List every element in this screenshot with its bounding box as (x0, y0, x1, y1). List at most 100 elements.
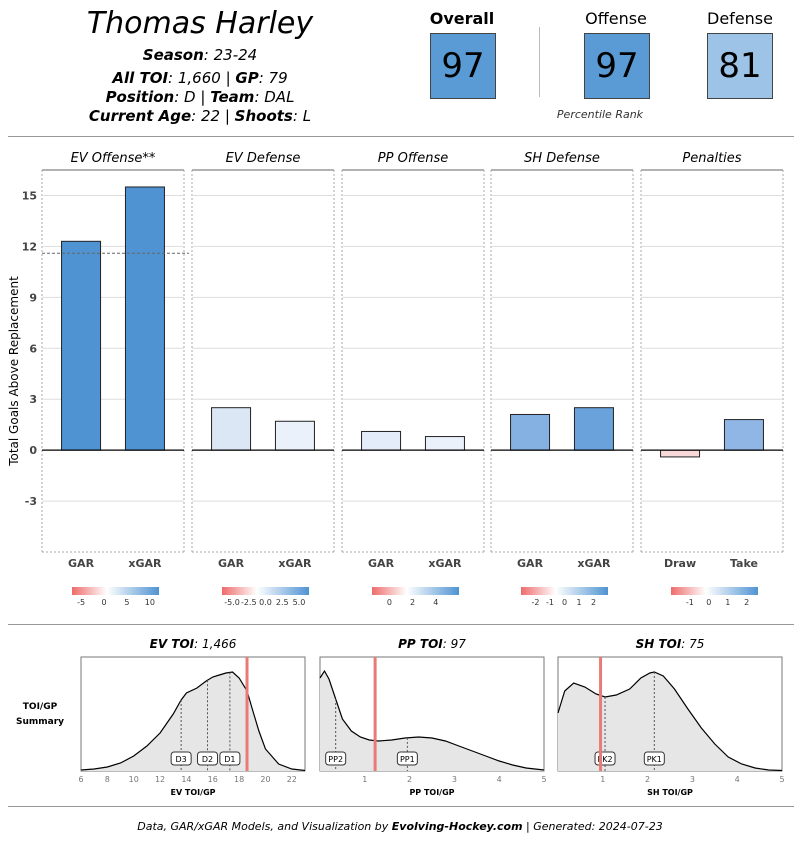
legend-tick-label: 2 (410, 598, 415, 607)
toi-panel-title: SH TOI: 75 (636, 637, 705, 651)
x-tick-label: 18 (234, 775, 244, 784)
toi-panel-2: SH TOI: 75 PK2 PK1 1 2 3 4 5 SH TOI/GP (557, 637, 785, 797)
position-value: : D | (174, 88, 211, 106)
x-tick-label: 8 (105, 775, 110, 784)
density-area (558, 672, 782, 771)
x-tick-label: 3 (452, 775, 457, 784)
x-tick-label: 4 (735, 775, 740, 784)
tier-marker-box (396, 751, 418, 766)
y-tick-label: 6 (29, 342, 37, 355)
percentile-label: Percentile Rank (556, 108, 644, 121)
ratings-divider (539, 27, 540, 97)
offense-rating-box: 97 (584, 33, 650, 99)
toi-title-label: PP TOI (398, 637, 443, 651)
legend-tick-label: 2 (591, 598, 596, 607)
x-tick-label: GAR (517, 557, 544, 570)
panel-title: Penalties (682, 151, 741, 166)
offense-label: Offense (585, 9, 647, 28)
legend-bar (222, 587, 309, 595)
y-tick-label: -3 (25, 495, 37, 508)
toi-label: All TOI (112, 69, 169, 87)
x-tick-label: 20 (260, 775, 270, 784)
legend-tick-label: -5.0 (224, 598, 240, 607)
bar-gar (510, 413, 551, 451)
gar-panel-4: Penalties Draw Take -1 0 1 2 (640, 151, 784, 607)
toi-panel-title: PP TOI: 97 (398, 637, 466, 651)
player-name: Thomas Harley (86, 6, 314, 41)
gp-value: : 79 (258, 69, 288, 87)
x-tick-label: 2 (645, 775, 650, 784)
legend-tick-label: 0 (102, 598, 107, 607)
toi-panel-title: EV TOI: 1,466 (150, 637, 237, 651)
mid-divider (8, 624, 794, 625)
gar-panel-0: EV Offense** GAR xGAR -5 0 5 10 (41, 151, 189, 607)
legend-tick-label: 1 (725, 598, 730, 607)
density-curve (319, 669, 545, 771)
density-area (81, 672, 305, 771)
legend-tick-label: -1 (546, 598, 554, 607)
x-axis-label: PP TOI/GP (409, 788, 454, 797)
age-line: Current Age: 22 | Shoots: L (40, 107, 360, 125)
tier-marker-box (196, 751, 218, 766)
y-axis-label: Total Goals Above Replacement (7, 276, 21, 467)
gar-panel-2: PP Offense GAR xGAR 0 2 4 (341, 151, 485, 607)
bar-gar (361, 430, 402, 451)
y-tick-label: 0 (29, 444, 37, 457)
panel-title: EV Defense (226, 151, 301, 166)
x-tick-label: xGAR (128, 557, 162, 570)
x-tick-label: GAR (68, 557, 95, 570)
footer-divider (8, 806, 794, 807)
x-tick-label: 5 (779, 775, 784, 784)
legend-tick-label: 0.0 (259, 598, 272, 607)
toi-title-label: SH TOI (636, 637, 682, 651)
legend-tick-label: 0 (706, 598, 711, 607)
toi-title-value: : 75 (681, 637, 704, 651)
tier-marker-label: D3 (176, 755, 187, 764)
legend-tick-label: -2.5 (241, 598, 257, 607)
x-axis-label: SH TOI/GP (647, 788, 693, 797)
panel-title: PP Offense (378, 151, 448, 166)
tier-marker-label: PK1 (647, 755, 662, 764)
x-tick-label: GAR (368, 557, 395, 570)
bar-gar (211, 407, 252, 451)
legend-tick-label: 1 (576, 598, 581, 607)
bar-xgar (573, 407, 614, 451)
x-tick-label: 5 (541, 775, 546, 784)
legend-tick-label: 4 (433, 598, 438, 607)
x-tick-label: 10 (129, 775, 139, 784)
shoots-value: : L (292, 107, 312, 125)
x-tick-label: 3 (690, 775, 695, 784)
legend-tick-label: 2 (744, 598, 749, 607)
x-tick-label: 1 (600, 775, 605, 784)
age-label: Current Age (88, 107, 192, 125)
legend-tick-label: 10 (145, 598, 155, 607)
position-label: Position (105, 88, 175, 106)
legend-tick-label: 5 (124, 598, 129, 607)
toi-panel-1: PP TOI: 97 PP2 PP1 1 2 3 4 5 PP TOI/GP (319, 637, 547, 797)
position-line: Position: D | Team: DAL (40, 88, 360, 106)
overall-rating-box: 97 (430, 33, 496, 99)
bar-draw (660, 449, 701, 458)
tier-marker-label: PP1 (400, 755, 415, 764)
toi-panel-0: EV TOI: 1,466 D3 D2 D1 6 8 10 12 14 16 18 20 22 EV TO… (78, 637, 306, 797)
tier-marker-box (325, 751, 347, 766)
gar-chart: Total Goals Above Replacement-303691215E… (7, 151, 784, 607)
y-tick-label: 15 (22, 189, 37, 202)
legend-tick-label: -1 (686, 598, 694, 607)
bar-xgar (274, 420, 315, 451)
y-tick-label: 3 (29, 393, 37, 406)
x-tick-label: xGAR (278, 557, 312, 570)
x-tick-label: 16 (208, 775, 218, 784)
tier-marker-box (219, 751, 241, 766)
tier-marker-label: D1 (224, 755, 235, 764)
shoots-label: Shoots (234, 107, 293, 125)
season-value: : 23-24 (203, 46, 258, 64)
y-tick-label: 12 (22, 240, 37, 253)
defense-rating-box: 81 (707, 33, 773, 99)
tier-marker-label: PK2 (597, 755, 612, 764)
bar-take (723, 419, 764, 451)
x-tick-label: 14 (181, 775, 191, 784)
gp-label: GP (235, 69, 259, 87)
legend-bar (72, 587, 159, 595)
x-tick-label: 1 (362, 775, 367, 784)
